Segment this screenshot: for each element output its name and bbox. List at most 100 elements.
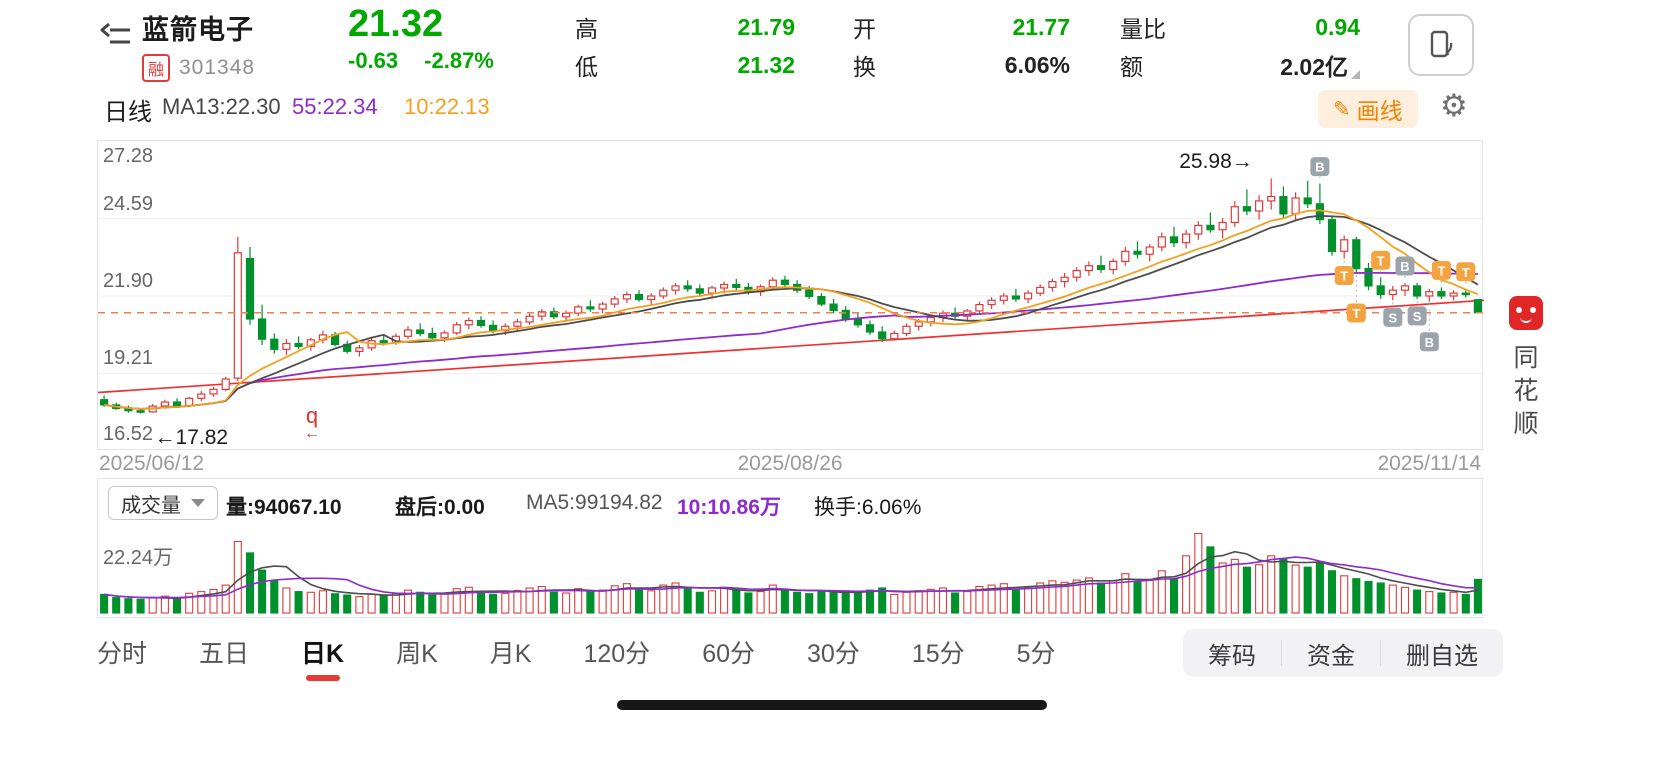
watermark-text: 同花顺 [1513,344,1539,438]
trade-marker-T[interactable] [1346,303,1366,323]
trade-marker-T[interactable] [1371,250,1391,270]
margin-badge: 融 [142,54,170,82]
tab-5min[interactable]: 5分 [1016,640,1056,668]
ma55-line [103,271,1478,410]
right-action-bar: 筹码 资金 删自选 [1183,629,1503,677]
trend-line [98,299,1484,394]
divider [1380,640,1381,666]
x-axis: 2025/06/12 2025/08/26 2025/11/14 [97,452,1483,478]
quote-col-high-low: 高 21.79 低 21.32 [575,8,795,84]
y-axis-label: 16.52 [103,423,154,445]
ths-logo [1509,296,1543,330]
tab-5day[interactable]: 五日 [199,640,250,668]
y-axis-label: 27.28 [103,145,154,167]
x-axis-mid-date: 2025/08/26 [737,452,843,475]
svg-text:B: B [1315,160,1324,175]
y-axis-label: 24.59 [103,193,154,215]
low-price-annotation: ←17.82 [154,425,229,449]
low-value: 21.32 [737,51,795,78]
funds-button[interactable]: 资金 [1307,642,1355,670]
volume-ratio-label: 量比 [1120,16,1166,42]
amount-label: 额 [1120,54,1143,80]
stock-code: 301348 [179,56,256,79]
high-price-annotation: 25.98→ [1179,150,1253,174]
turnover-value: 6.06% [1004,51,1070,78]
rotate-screen-icon [1430,30,1453,58]
turnover-label: 换 [853,54,876,80]
volume-indicator-label: 成交量 [121,494,181,517]
volume-ratio-value: 0.94 [1315,13,1360,40]
current-price: 21.32 [348,3,444,45]
trade-marker-S[interactable] [1407,306,1427,326]
volume-indicator-dropdown[interactable]: 成交量 [108,486,218,520]
trade-marker-B[interactable] [1419,332,1439,352]
chips-button[interactable]: 筹码 [1208,642,1256,670]
svg-text:S: S [1413,309,1422,324]
home-indicator[interactable] [616,700,1047,710]
period-label[interactable]: 日线 [104,99,152,126]
trade-marker-B[interactable] [1310,157,1330,177]
tab-60min[interactable]: 60分 [702,640,755,668]
x-axis-start-date: 2025/06/12 [99,452,205,475]
svg-text:T: T [1462,265,1470,280]
tab-weekly-k[interactable]: 周K [396,640,438,668]
tab-120min[interactable]: 120分 [583,640,651,668]
svg-text:T: T [1437,263,1445,278]
price-change: -0.63 [348,48,399,73]
tab-30min[interactable]: 30分 [807,640,860,668]
y-axis-label: 21.90 [103,270,154,292]
svg-text:B: B [1400,259,1409,274]
ma13-readout: MA13:22.30 [162,94,281,119]
pencil-icon: ✎ [1333,97,1351,121]
volume-pane[interactable]: 成交量 量:94067.10 盘后:0.00 MA5:99194.82 10:1… [97,478,1483,618]
svg-text:T: T [1377,253,1385,268]
drawn-annotation-q: q ← [304,403,320,443]
period-tabs: 分时 五日 日K 周K 月K 120分 60分 30分 15分 5分 [97,632,1077,684]
volume-axis-label: 22.24万 [103,547,174,569]
volume-chart-canvas[interactable] [98,525,1484,615]
svg-text:B: B [1425,335,1434,350]
volume-ma10-line [103,556,1478,599]
after-hours-readout: 盘后:0.00 [395,496,485,519]
trade-marker-B[interactable] [1395,256,1415,276]
remove-watchlist-button[interactable]: 删自选 [1406,642,1478,670]
ma10-readout: 10:22.13 [404,94,490,119]
open-label: 开 [853,16,876,42]
tab-monthly-k[interactable]: 月K [489,640,532,668]
price-chart-canvas[interactable]: BT B T TTT S SB [98,141,1484,451]
low-label: 低 [575,54,598,80]
active-tab-underline [305,675,340,681]
svg-text:S: S [1388,310,1397,325]
ma13-line [103,214,1479,410]
stock-title-block: 蓝箭电子 融 301348 [142,8,255,82]
draw-line-button[interactable]: ✎ 画线 [1318,90,1418,128]
trade-marker-T[interactable] [1456,262,1476,282]
trade-marker-S[interactable] [1383,307,1403,327]
settings-gear-icon[interactable]: ⚙ [1440,88,1468,123]
tab-daily-k[interactable]: 日K [301,634,344,681]
volume-readout: 量:94067.10 [226,496,342,519]
x-axis-end-date: 2025/11/14 [1377,452,1481,475]
trade-marker-T[interactable] [1431,260,1451,280]
open-value: 21.77 [1012,13,1070,40]
trade-marker-T[interactable] [1334,266,1354,286]
amount-expand-icon[interactable] [1351,70,1360,79]
tab-minute[interactable]: 分时 [97,640,148,668]
chart-toolbar: 日线 MA13:22.30 55:22.34 10:22.13 ✎ 画线 ⚙ [0,88,1663,130]
high-value: 21.79 [737,13,795,40]
quote-col-open-turnover: 开 21.77 换 6.06% [853,8,1070,84]
tab-15min[interactable]: 15分 [911,640,965,668]
rotate-screen-button[interactable] [1408,14,1474,76]
app-watermark: 同花顺 [1506,296,1546,441]
volume-ma10-readout: 10:10.86万 [677,496,781,519]
amount-value: 2.02亿 [1280,54,1348,80]
price-block: 21.32 -0.63 -2.87% [348,2,494,74]
stock-switch-icon[interactable] [97,18,135,56]
high-label: 高 [575,16,598,42]
divider [1281,640,1282,666]
price-change-pct: -2.87% [424,48,494,73]
candles [99,178,1483,414]
quote-header: 蓝箭电子 融 301348 21.32 -0.63 -2.87% 高 21.79 … [0,0,1663,88]
